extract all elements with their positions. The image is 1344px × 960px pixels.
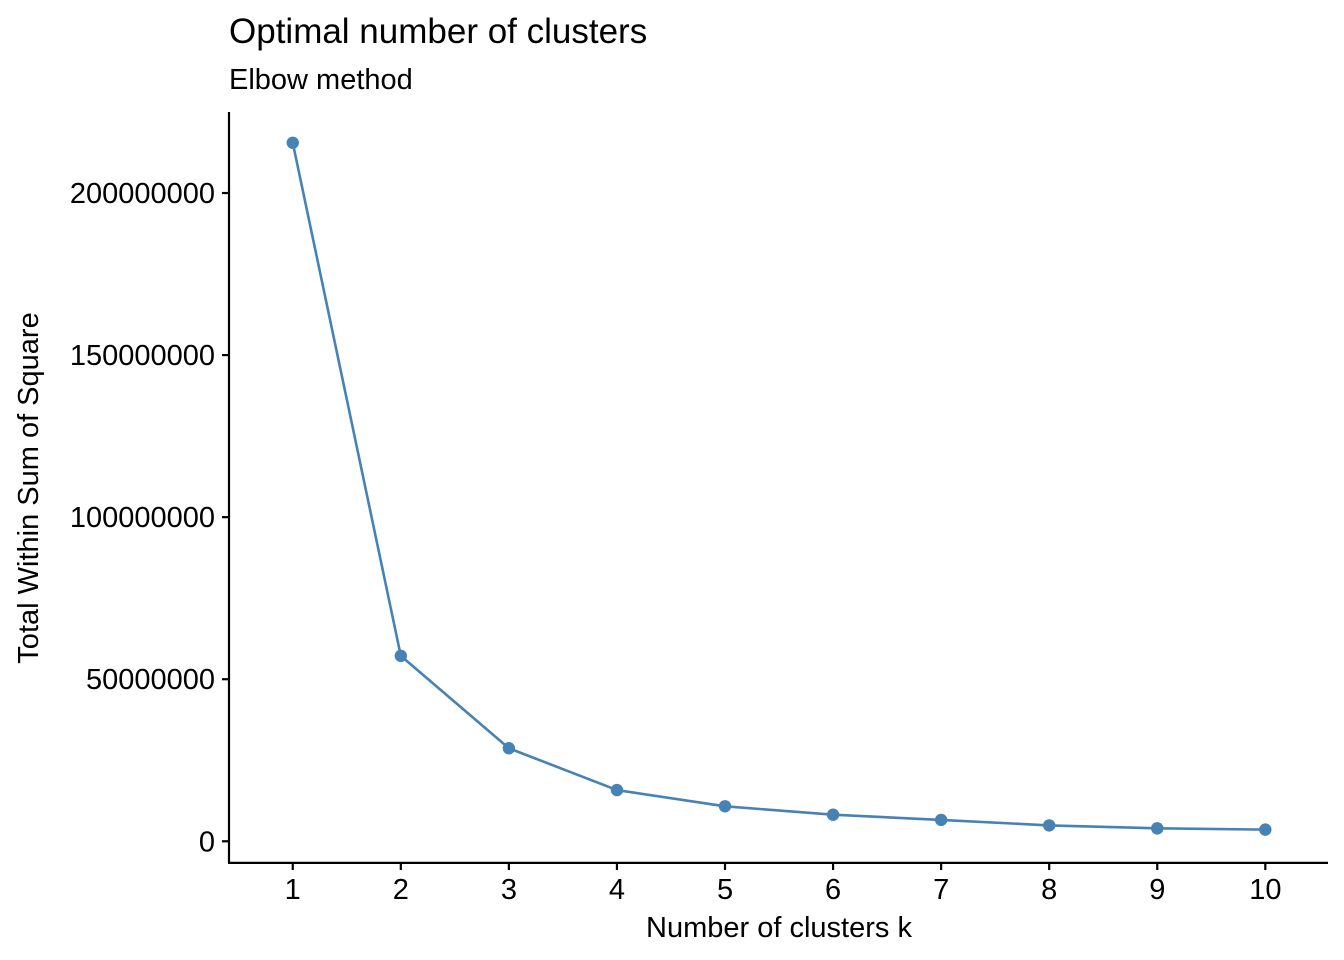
data-point: [610, 783, 624, 797]
data-point: [286, 136, 299, 149]
chart-subtitle: Elbow method: [229, 64, 413, 96]
chart-title: Optimal number of clusters: [229, 12, 647, 51]
y-axis-ticks: 0 50000000 100000000 150000000 200000000: [70, 178, 229, 858]
y-tick-label: 50000000: [86, 664, 215, 696]
x-tick-label: 6: [825, 874, 841, 906]
x-tick-label: 5: [717, 874, 733, 906]
x-tick-label: 3: [501, 874, 517, 906]
x-axis-ticks: 1 2 3 4 5 6 7 8 9 10: [285, 863, 1281, 906]
x-tick-label: 8: [1041, 874, 1057, 906]
data-point: [718, 800, 732, 813]
series-layer: [286, 136, 1272, 836]
data-point: [826, 808, 840, 821]
x-tick-label: 10: [1249, 874, 1281, 906]
data-point: [1042, 819, 1056, 832]
x-axis-label: Number of clusters k: [646, 912, 912, 944]
data-point: [502, 742, 516, 755]
data-point: [1151, 822, 1164, 835]
x-tick-label: 1: [285, 874, 301, 906]
x-tick-label: 9: [1149, 874, 1165, 906]
y-tick-label: 0: [199, 826, 215, 858]
series-line: [291, 142, 1266, 831]
y-tick-label: 100000000: [70, 502, 215, 534]
y-axis-label: Total Within Sum of Square: [13, 312, 45, 663]
y-tick-label: 150000000: [70, 340, 215, 372]
x-tick-label: 2: [393, 874, 409, 906]
data-point: [394, 649, 408, 663]
y-tick-label: 200000000: [70, 178, 215, 210]
x-tick-label: 4: [609, 874, 625, 906]
x-tick-label: 7: [933, 874, 949, 906]
data-point: [934, 813, 948, 827]
data-point: [1259, 823, 1272, 836]
